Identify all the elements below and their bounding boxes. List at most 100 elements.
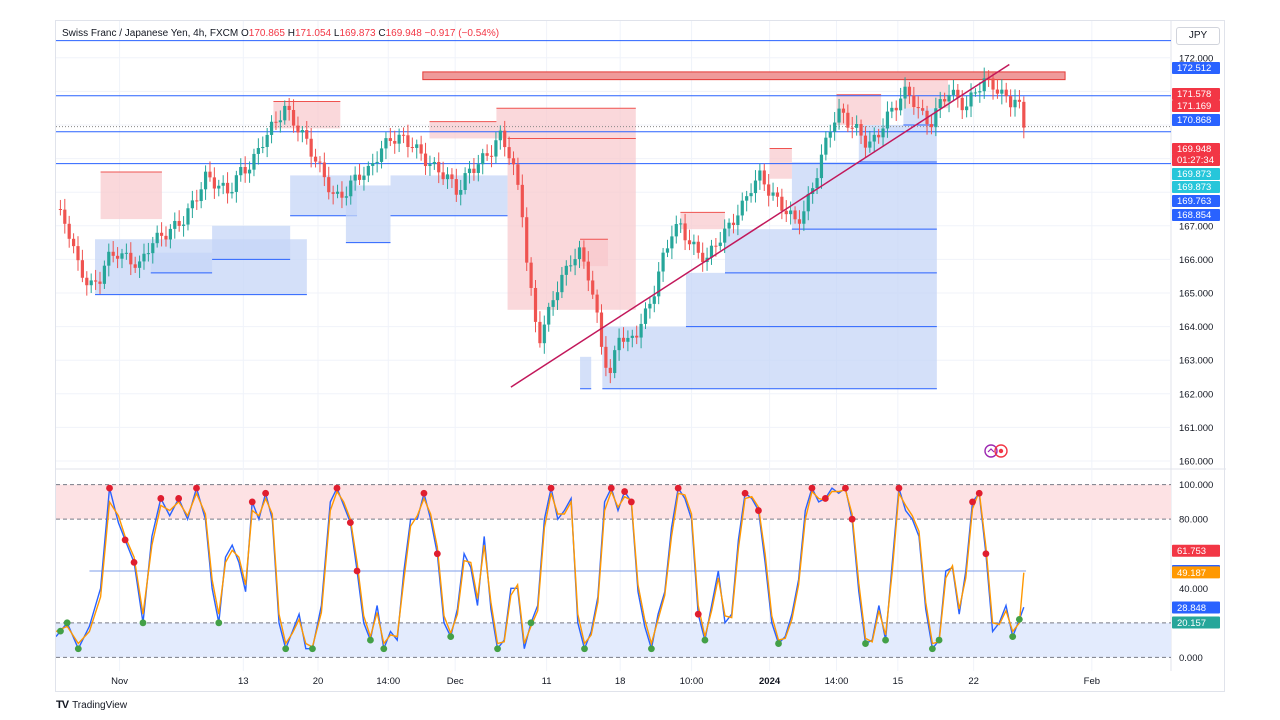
candle-body[interactable] — [432, 161, 436, 165]
candle-body[interactable] — [767, 184, 771, 196]
candle-body[interactable] — [709, 245, 714, 258]
currency-button[interactable]: JPY — [1176, 27, 1220, 45]
candle-body[interactable] — [899, 98, 903, 111]
candle-body[interactable] — [696, 241, 700, 253]
candle-body[interactable] — [344, 196, 348, 198]
candle-body[interactable] — [331, 192, 335, 194]
sell-signal-dot[interactable] — [621, 488, 629, 495]
buy-signal-dot[interactable] — [57, 627, 64, 635]
sell-signal-dot[interactable] — [346, 519, 354, 527]
candle-body[interactable] — [969, 92, 973, 107]
candle-body[interactable] — [652, 296, 656, 304]
candle-body[interactable] — [793, 210, 797, 220]
sell-signal-dot[interactable] — [157, 495, 165, 502]
candle-body[interactable] — [335, 191, 340, 194]
candle-body[interactable] — [643, 308, 648, 324]
candle-body[interactable] — [907, 86, 912, 96]
candle-body[interactable] — [98, 281, 102, 284]
candle-body[interactable] — [300, 130, 304, 133]
candle-body[interactable] — [80, 260, 84, 278]
candle-body[interactable] — [903, 86, 907, 99]
candle-body[interactable] — [995, 89, 1000, 94]
candle-body[interactable] — [921, 108, 925, 111]
buy-signal-dot[interactable] — [935, 636, 943, 644]
sell-signal-dot[interactable] — [627, 498, 635, 506]
candle-body[interactable] — [859, 124, 863, 136]
candle-body[interactable] — [93, 280, 98, 282]
candle-body[interactable] — [186, 208, 190, 225]
candle-body[interactable] — [846, 112, 850, 128]
sell-signal-dot[interactable] — [895, 484, 903, 492]
candle-body[interactable] — [745, 196, 749, 201]
candle-body[interactable] — [630, 335, 634, 338]
candle-body[interactable] — [714, 245, 718, 247]
candle-body[interactable] — [1000, 89, 1004, 94]
sell-signal-dot[interactable] — [547, 484, 555, 492]
candle-body[interactable] — [912, 95, 916, 108]
sell-signal-dot[interactable] — [982, 550, 990, 558]
candle-body[interactable] — [947, 94, 951, 102]
candle-body[interactable] — [463, 173, 467, 190]
candle-body[interactable] — [173, 220, 177, 229]
candle-body[interactable] — [274, 121, 278, 123]
candle-body[interactable] — [265, 134, 269, 147]
candle-body[interactable] — [1022, 101, 1026, 128]
candle-body[interactable] — [824, 137, 828, 155]
candle-body[interactable] — [894, 107, 898, 111]
candle-body[interactable] — [168, 228, 172, 240]
candle-body[interactable] — [243, 166, 247, 174]
candle-body[interactable] — [256, 148, 260, 154]
buy-signal-dot[interactable] — [581, 645, 588, 653]
candle-body[interactable] — [599, 312, 604, 347]
candle-body[interactable] — [296, 125, 300, 133]
candle-body[interactable] — [239, 166, 243, 176]
candle-body[interactable] — [164, 235, 168, 240]
candle-body[interactable] — [177, 220, 181, 226]
candle-body[interactable] — [617, 337, 621, 351]
buy-signal-dot[interactable] — [367, 636, 374, 644]
sell-signal-dot[interactable] — [607, 484, 615, 492]
candle-body[interactable] — [538, 321, 542, 344]
candle-body[interactable] — [199, 189, 203, 202]
candle-body[interactable] — [749, 193, 753, 197]
candle-body[interactable] — [63, 209, 67, 224]
candle-body[interactable] — [916, 107, 920, 109]
buy-signal-dot[interactable] — [882, 636, 889, 644]
candle-body[interactable] — [727, 222, 731, 229]
candle-body[interactable] — [1004, 89, 1008, 97]
candle-body[interactable] — [217, 185, 221, 189]
candle-body[interactable] — [247, 169, 252, 174]
candle-body[interactable] — [982, 78, 986, 92]
candle-body[interactable] — [76, 246, 80, 261]
sell-signal-dot[interactable] — [353, 567, 361, 575]
candle-body[interactable] — [595, 294, 599, 313]
candle-body[interactable] — [221, 182, 225, 186]
candle-body[interactable] — [230, 191, 234, 194]
candle-body[interactable] — [111, 251, 115, 256]
candle-body[interactable] — [151, 243, 155, 254]
candle-body[interactable] — [533, 287, 538, 322]
candle-body[interactable] — [155, 232, 159, 244]
candle-body[interactable] — [379, 148, 384, 162]
candle-body[interactable] — [393, 140, 397, 144]
candle-body[interactable] — [1017, 99, 1022, 102]
buy-signal-dot[interactable] — [282, 645, 290, 653]
sell-signal-dot[interactable] — [755, 507, 762, 514]
candle-body[interactable] — [560, 274, 564, 293]
candle-body[interactable] — [67, 223, 71, 239]
buy-signal-dot[interactable] — [1015, 615, 1023, 623]
candle-body[interactable] — [771, 192, 775, 196]
candle-body[interactable] — [366, 165, 370, 176]
candle-body[interactable] — [837, 108, 841, 123]
candle-body[interactable] — [929, 124, 934, 128]
candle-body[interactable] — [960, 97, 964, 111]
sell-signal-dot[interactable] — [333, 484, 341, 492]
sell-signal-dot[interactable] — [674, 484, 682, 492]
candle-body[interactable] — [397, 134, 401, 144]
candle-body[interactable] — [190, 200, 194, 209]
candle-body[interactable] — [406, 135, 410, 148]
candle-body[interactable] — [789, 210, 793, 215]
candle-body[interactable] — [938, 99, 942, 109]
candle-body[interactable] — [841, 108, 846, 113]
candle-body[interactable] — [943, 99, 947, 102]
